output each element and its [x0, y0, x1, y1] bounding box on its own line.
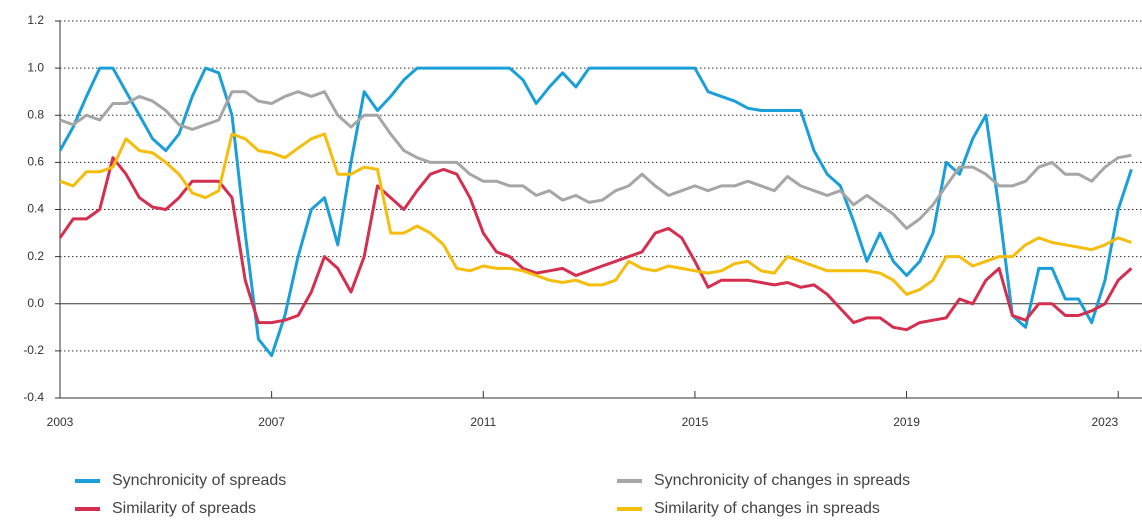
y-tick-label: 0.6 — [27, 155, 44, 169]
legend-label: Similarity of changes in spreads — [654, 500, 880, 517]
series-line — [58, 66, 1133, 358]
y-tick-label: 0.4 — [27, 202, 44, 216]
legend-label: Synchronicity of changes in spreads — [654, 472, 910, 489]
y-tick-label: -0.4 — [23, 390, 44, 404]
y-tick-label: -0.2 — [23, 343, 44, 357]
series-line — [59, 90, 1132, 230]
x-tick-label: 2007 — [258, 415, 285, 429]
x-tick-label: 2003 — [47, 415, 74, 429]
y-tick-label: 0.8 — [27, 107, 44, 121]
y-tick-label: 1.0 — [27, 60, 44, 74]
x-tick-label: 2019 — [893, 415, 920, 429]
x-tick-label: 2023 — [1091, 415, 1118, 429]
x-tick-label: 2011 — [470, 415, 496, 429]
y-tick-label: 0.0 — [27, 296, 44, 310]
x-tick-label: 2015 — [682, 415, 709, 429]
series-line — [58, 156, 1133, 332]
legend-label: Synchronicity of spreads — [112, 472, 286, 489]
y-tick-label: 1.2 — [27, 13, 44, 27]
y-tick-label: 0.2 — [27, 249, 44, 263]
legend-label: Similarity of spreads — [112, 500, 256, 517]
series-line — [59, 132, 1132, 296]
